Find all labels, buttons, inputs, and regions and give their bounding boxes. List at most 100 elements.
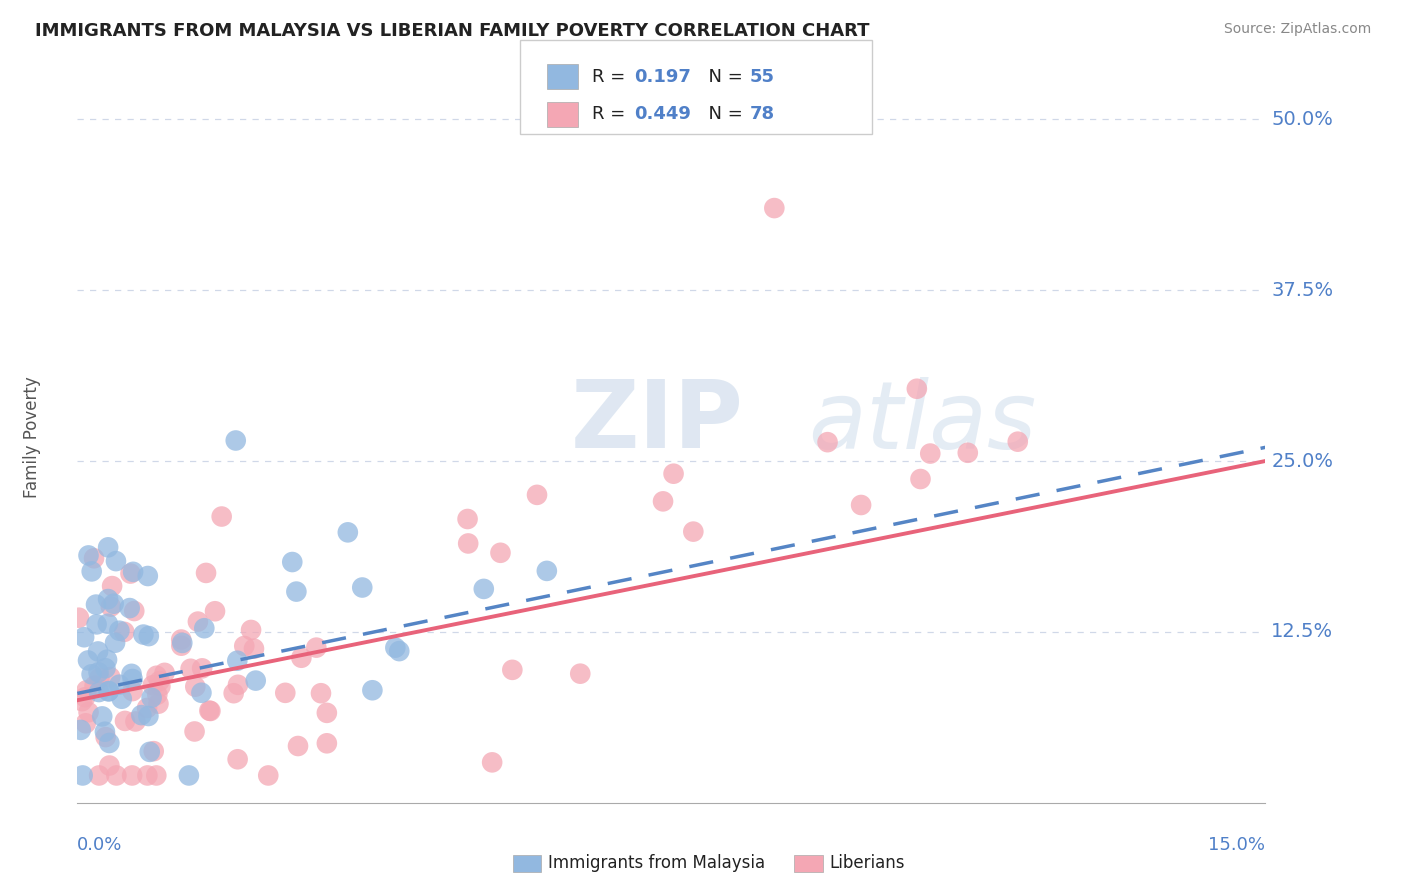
Point	[83, 679, 105, 693]
Point	[121, 672, 143, 686]
Text: 12.5%: 12.5%	[1271, 623, 1333, 641]
Point	[120, 566, 142, 581]
Point	[817, 435, 839, 450]
Point	[472, 582, 495, 596]
Point	[281, 555, 304, 569]
Point	[111, 691, 134, 706]
Point	[204, 604, 226, 618]
Point	[97, 541, 120, 555]
Point	[124, 714, 146, 729]
Point	[141, 690, 163, 705]
Point	[131, 708, 153, 723]
Point	[91, 709, 114, 723]
Point	[142, 744, 165, 758]
Point	[956, 446, 979, 460]
Point	[287, 739, 309, 753]
Point	[146, 688, 169, 702]
Point	[108, 678, 131, 692]
Point	[80, 565, 103, 579]
Point	[108, 624, 131, 638]
Point	[290, 650, 312, 665]
Point	[103, 597, 125, 611]
Point	[104, 636, 127, 650]
Point	[388, 644, 411, 658]
Point	[222, 686, 245, 700]
Point	[305, 640, 328, 655]
Point	[73, 630, 96, 644]
Point	[138, 745, 160, 759]
Point	[849, 498, 872, 512]
Point	[1007, 434, 1029, 449]
Point	[682, 524, 704, 539]
Point	[136, 768, 159, 782]
Text: R =: R =	[592, 68, 631, 86]
Point	[180, 662, 202, 676]
Point	[67, 611, 90, 625]
Point	[361, 683, 384, 698]
Point	[97, 592, 120, 607]
Point	[245, 673, 267, 688]
Point	[226, 752, 249, 766]
Point	[274, 686, 297, 700]
Point	[257, 768, 280, 782]
Point	[98, 758, 121, 772]
Point	[193, 621, 215, 635]
Point	[75, 690, 97, 705]
Point	[763, 201, 786, 215]
Text: Family Poverty: Family Poverty	[22, 376, 41, 498]
Point	[457, 512, 479, 526]
Point	[138, 629, 160, 643]
Text: N =: N =	[697, 68, 749, 86]
Text: 50.0%: 50.0%	[1271, 110, 1333, 128]
Point	[526, 488, 548, 502]
Point	[662, 467, 685, 481]
Point	[70, 694, 93, 708]
Point	[97, 616, 120, 631]
Point	[910, 472, 932, 486]
Text: Immigrants from Malaysia: Immigrants from Malaysia	[548, 855, 765, 872]
Point	[132, 627, 155, 641]
Point	[94, 724, 117, 739]
Point	[136, 701, 159, 715]
Point	[191, 661, 214, 675]
Text: N =: N =	[697, 105, 749, 123]
Point	[100, 599, 122, 614]
Point	[142, 678, 165, 692]
Text: 78: 78	[749, 105, 775, 123]
Point	[104, 554, 127, 568]
Point	[225, 434, 247, 448]
Point	[153, 665, 176, 680]
Text: ZIP: ZIP	[571, 376, 744, 468]
Point	[97, 684, 120, 698]
Point	[315, 736, 337, 750]
Text: IMMIGRANTS FROM MALAYSIA VS LIBERIAN FAMILY POVERTY CORRELATION CHART: IMMIGRANTS FROM MALAYSIA VS LIBERIAN FAM…	[35, 22, 870, 40]
Point	[98, 736, 121, 750]
Point	[170, 632, 193, 647]
Point	[183, 724, 205, 739]
Point	[145, 768, 167, 782]
Point	[172, 636, 194, 650]
Point	[198, 704, 221, 718]
Point	[69, 723, 91, 737]
Text: 15.0%: 15.0%	[1208, 836, 1265, 854]
Point	[177, 768, 200, 782]
Point	[489, 546, 512, 560]
Point	[86, 617, 108, 632]
Point	[121, 666, 143, 681]
Point	[149, 680, 172, 694]
Point	[211, 509, 233, 524]
Point	[240, 623, 263, 637]
Point	[80, 667, 103, 681]
Point	[101, 579, 124, 593]
Point	[89, 671, 111, 685]
Point	[76, 683, 98, 698]
Point	[77, 705, 100, 719]
Point	[233, 639, 256, 653]
Point	[87, 768, 110, 782]
Point	[148, 697, 170, 711]
Text: 0.449: 0.449	[634, 105, 690, 123]
Point	[94, 730, 117, 744]
Point	[87, 644, 110, 658]
Point	[243, 641, 266, 656]
Point	[114, 714, 136, 728]
